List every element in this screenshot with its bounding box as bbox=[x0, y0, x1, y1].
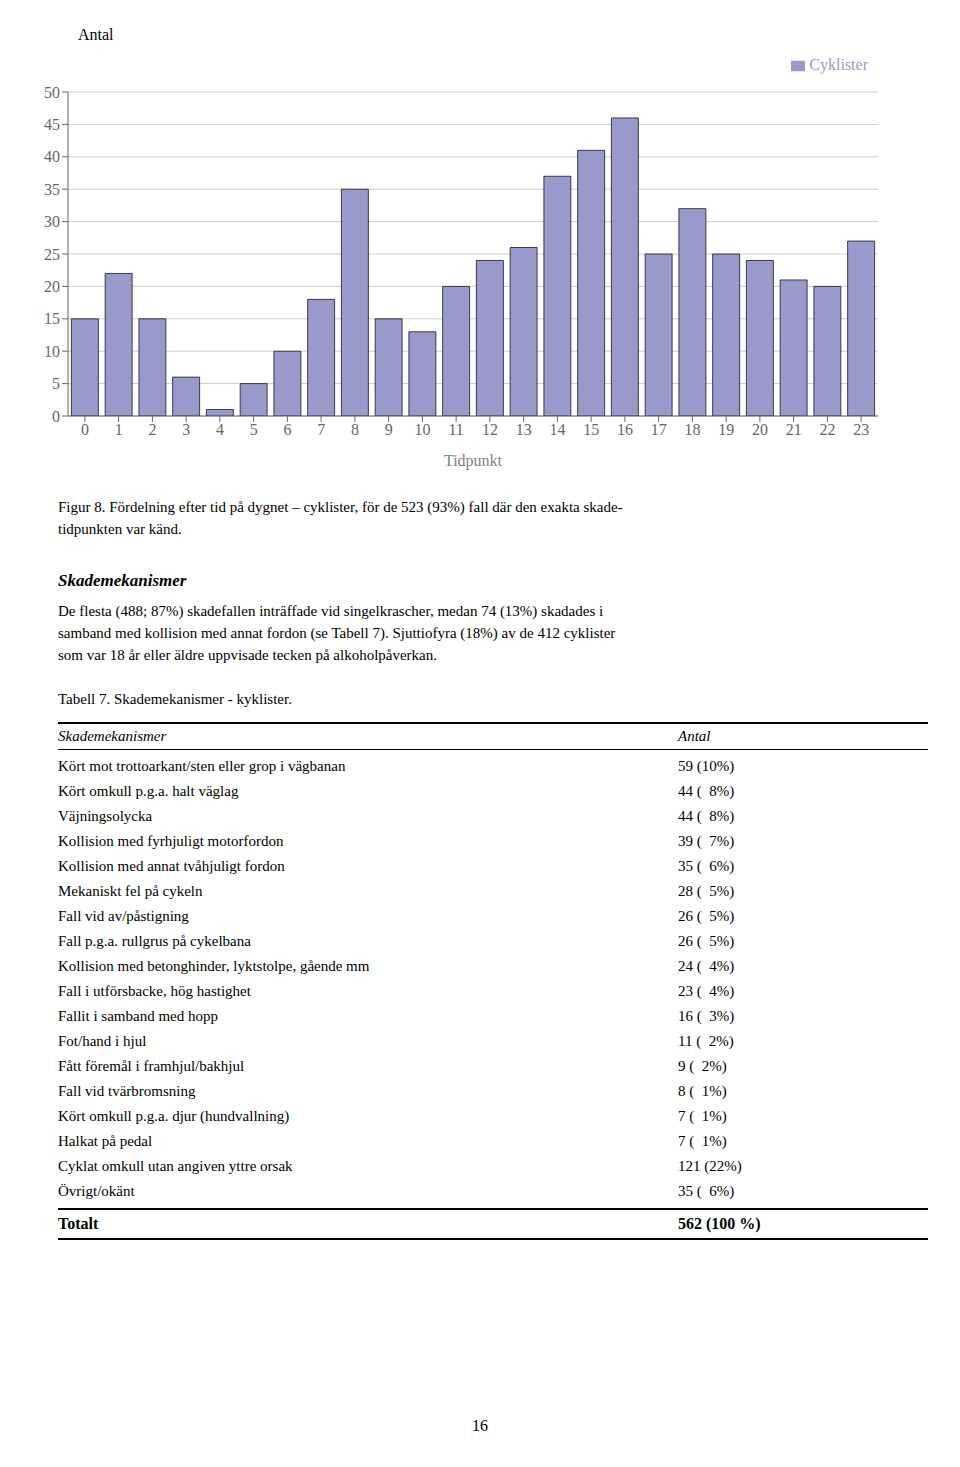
html-text:Cyklat omkull utan angiven ytt: Cyklat omkull utan angiven yttre orsak bbox=[58, 1158, 293, 1174]
html-text:35 ( 6%): 35 ( 6%) bbox=[678, 1183, 735, 1199]
html-text:Kollision med betonghinder, ly: Kollision med betonghinder, lyktstolpe, … bbox=[58, 958, 370, 974]
svg-text:22: 22 bbox=[819, 421, 835, 438]
html-text:7 ( 1%): 7 ( 1%) bbox=[678, 1108, 727, 1124]
svg-text:40: 40 bbox=[44, 148, 60, 165]
svg-text:21: 21 bbox=[786, 421, 802, 438]
html-text:Skademekanismer: Skademekanismer bbox=[58, 728, 167, 744]
html-text:Fall vid tvärbromsning: Fall vid tvärbromsning bbox=[58, 1083, 196, 1099]
svg-text:13: 13 bbox=[516, 421, 532, 438]
html-text:562 (100 %): 562 (100 %) bbox=[678, 1215, 761, 1232]
svg-text:10: 10 bbox=[44, 343, 60, 360]
html-text:44 ( 8%): 44 ( 8%) bbox=[678, 808, 735, 824]
html-text:Kört omkull p.g.a. halt väglag: Kört omkull p.g.a. halt väglag bbox=[58, 783, 239, 799]
svg-text:16: 16 bbox=[617, 421, 633, 438]
html-text:Antal: Antal bbox=[678, 728, 711, 744]
html-text:26 ( 5%): 26 ( 5%) bbox=[678, 908, 735, 924]
html-text:Kollision med fyrhjuligt motor: Kollision med fyrhjuligt motorfordon bbox=[58, 833, 284, 849]
html-text:Skademekanismer: Skademekanismer bbox=[58, 571, 187, 590]
html-text:Kört omkull p.g.a. djur (hundv: Kört omkull p.g.a. djur (hundvallning) bbox=[58, 1108, 290, 1124]
html-text:tidpunkten var känd.: tidpunkten var känd. bbox=[58, 521, 182, 537]
html-text:16 ( 3%): 16 ( 3%) bbox=[678, 1008, 735, 1024]
html-text:Fall i utförsbacke, hög hastig: Fall i utförsbacke, hög hastighet bbox=[58, 983, 251, 999]
svg-text:15: 15 bbox=[44, 310, 60, 327]
svg-text:0: 0 bbox=[81, 421, 89, 438]
svg-text:5: 5 bbox=[52, 375, 60, 392]
html-text:Cyklister: Cyklister bbox=[809, 56, 868, 73]
html-text:Totalt: Totalt bbox=[58, 1215, 99, 1232]
svg-text:11: 11 bbox=[448, 421, 463, 438]
html-text:Halkat på pedal: Halkat på pedal bbox=[58, 1133, 153, 1149]
svg-text:20: 20 bbox=[752, 421, 768, 438]
html-text:De flesta (488; 87%) skadefall: De flesta (488; 87%) skadefallen inträff… bbox=[58, 603, 604, 619]
html-text:Väjningsolycka: Väjningsolycka bbox=[58, 808, 153, 824]
html-text:Kört mot trottoarkant/sten ell: Kört mot trottoarkant/sten eller grop i … bbox=[58, 758, 346, 774]
svg-text:14: 14 bbox=[549, 421, 565, 438]
html-text:Fall vid av/påstigning: Fall vid av/påstigning bbox=[58, 908, 189, 924]
html-text:Fall p.g.a. rullgrus på cykelb: Fall p.g.a. rullgrus på cykelbana bbox=[58, 933, 251, 949]
html-text:Kollision med annat tvåhjuligt: Kollision med annat tvåhjuligt fordon bbox=[58, 858, 285, 874]
svg-text:10: 10 bbox=[414, 421, 430, 438]
html-text:59 (10%): 59 (10%) bbox=[678, 758, 735, 774]
html-text:samband med kollision med anna: samband med kollision med annat fordon (… bbox=[58, 625, 616, 641]
svg-text:2: 2 bbox=[148, 421, 156, 438]
html-text:35 ( 6%): 35 ( 6%) bbox=[678, 858, 735, 874]
svg-text:35: 35 bbox=[44, 181, 60, 198]
svg-text:9: 9 bbox=[385, 421, 393, 438]
html-text:7 ( 1%): 7 ( 1%) bbox=[678, 1133, 727, 1149]
html-text:121 (22%): 121 (22%) bbox=[678, 1158, 742, 1174]
html-text:9 ( 2%): 9 ( 2%) bbox=[678, 1058, 727, 1074]
svg-text:7: 7 bbox=[317, 421, 325, 438]
html-text:Fått föremål i framhjul/bakhju: Fått föremål i framhjul/bakhjul bbox=[58, 1058, 245, 1074]
html-text:Fallit i samband med hopp: Fallit i samband med hopp bbox=[58, 1008, 218, 1024]
html-text:Antal: Antal bbox=[78, 26, 114, 43]
html-text:Mekaniskt fel på cykeln: Mekaniskt fel på cykeln bbox=[58, 883, 203, 899]
html-text:Fot/hand i hjul: Fot/hand i hjul bbox=[58, 1033, 147, 1049]
svg-text:19: 19 bbox=[718, 421, 734, 438]
svg-text:18: 18 bbox=[684, 421, 700, 438]
html-text:Figur 8. Fördelning efter tid: Figur 8. Fördelning efter tid på dygnet … bbox=[58, 499, 623, 515]
html-text:Övrigt/okänt: Övrigt/okänt bbox=[58, 1183, 135, 1199]
svg-text:25: 25 bbox=[44, 246, 60, 263]
svg-text:17: 17 bbox=[651, 421, 667, 438]
html-text:26 ( 5%): 26 ( 5%) bbox=[678, 933, 735, 949]
svg-text:50: 50 bbox=[44, 84, 60, 101]
svg-text:Tidpunkt: Tidpunkt bbox=[444, 452, 503, 470]
svg-text:30: 30 bbox=[44, 213, 60, 230]
svg-text:0: 0 bbox=[52, 408, 60, 425]
html-text:Tabell 7. Skademekanismer - ky: Tabell 7. Skademekanismer - kyklister. bbox=[58, 691, 292, 707]
svg-text:1: 1 bbox=[115, 421, 123, 438]
svg-text:20: 20 bbox=[44, 278, 60, 295]
html-text:11 ( 2%): 11 ( 2%) bbox=[678, 1033, 734, 1049]
svg-text:23: 23 bbox=[853, 421, 869, 438]
html-text:24 ( 4%): 24 ( 4%) bbox=[678, 958, 735, 974]
html-text:39 ( 7%): 39 ( 7%) bbox=[678, 833, 735, 849]
html-text:som var 18 år eller äldre uppv: som var 18 år eller äldre uppvisade teck… bbox=[58, 647, 437, 663]
html-text:44 ( 8%): 44 ( 8%) bbox=[678, 783, 735, 799]
html-text:28 ( 5%): 28 ( 5%) bbox=[678, 883, 735, 899]
svg-text:4: 4 bbox=[216, 421, 224, 438]
svg-text:15: 15 bbox=[583, 421, 599, 438]
svg-text:6: 6 bbox=[283, 421, 291, 438]
html-text:23 ( 4%): 23 ( 4%) bbox=[678, 983, 735, 999]
html-text:8 ( 1%): 8 ( 1%) bbox=[678, 1083, 727, 1099]
html-text:16: 16 bbox=[472, 1417, 488, 1434]
svg-text:8: 8 bbox=[351, 421, 359, 438]
svg-text:3: 3 bbox=[182, 421, 190, 438]
svg-text:12: 12 bbox=[482, 421, 498, 438]
svg-text:5: 5 bbox=[250, 421, 258, 438]
svg-text:45: 45 bbox=[44, 116, 60, 133]
